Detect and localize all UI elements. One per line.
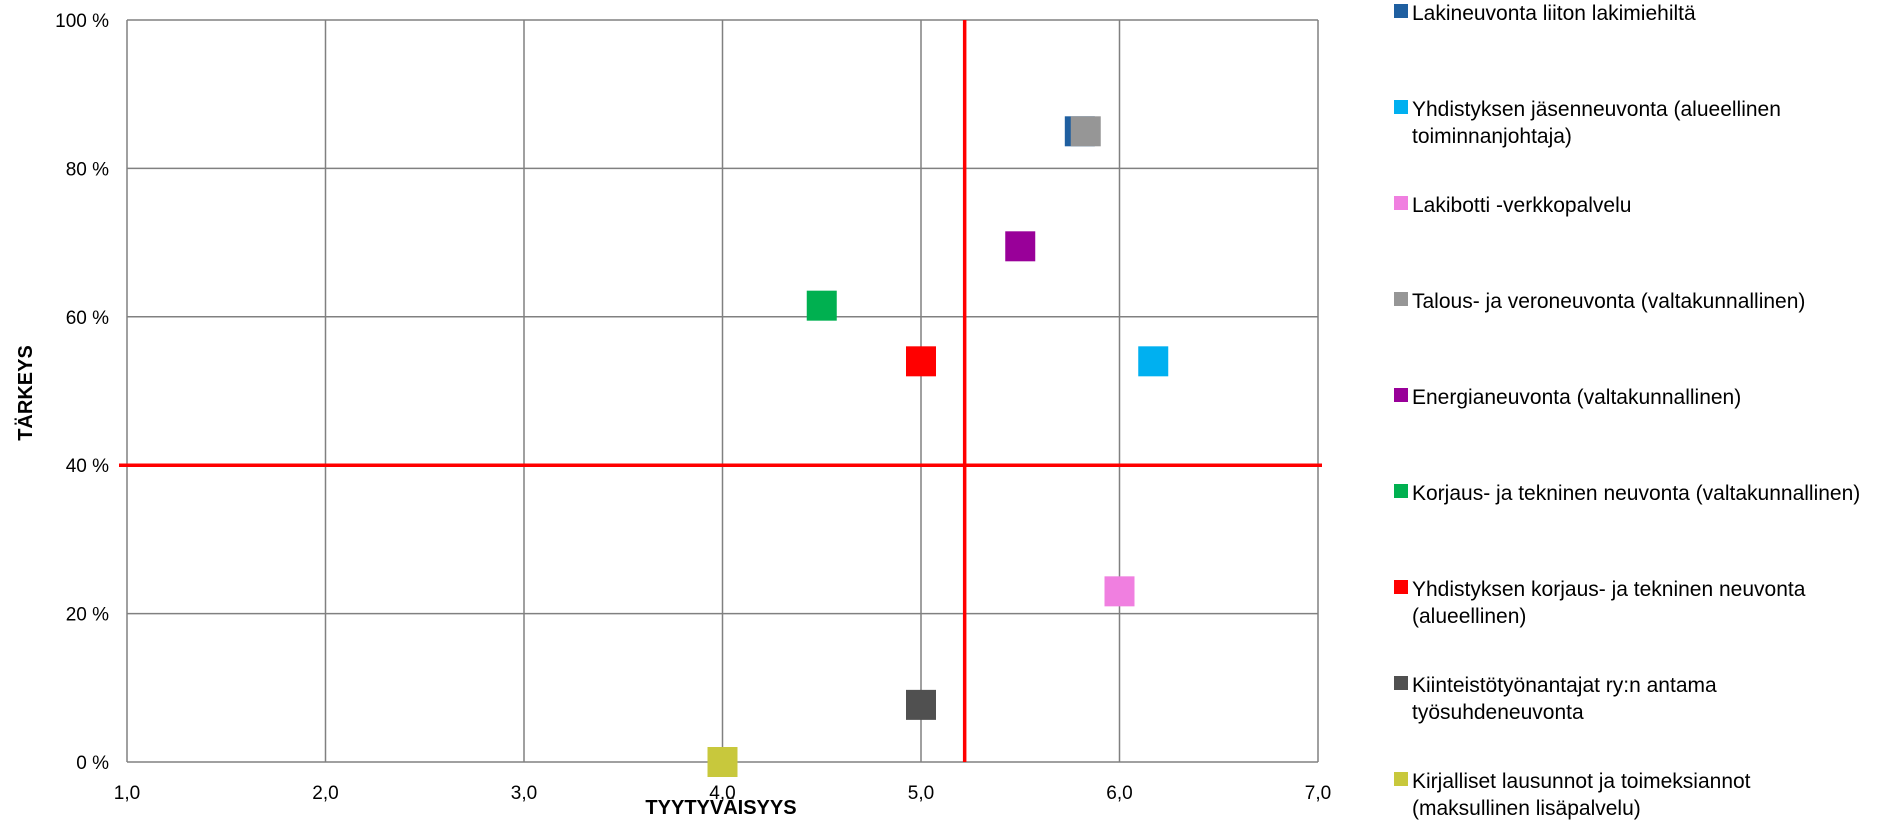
legend-swatch: [1394, 292, 1408, 306]
legend-swatch: [1394, 676, 1408, 690]
data-point-6: [806, 290, 837, 321]
legend-item-1: Lakineuvonta liiton lakimiehiltä: [1394, 0, 1872, 27]
y-tick-label: 0 %: [76, 753, 109, 774]
legend-label: Talous- ja veroneuvonta (valtakunnalline…: [1412, 290, 1806, 313]
legend-label: Energianeuvonta (valtakunnallinen): [1412, 386, 1742, 409]
legend-label: Yhdistyksen korjaus- ja tekninen neuvont…: [1412, 578, 1806, 628]
scatter-chart: 1,0 2,0 3,0 4,0 5,0 6,0 7,0 0 % 20 % 40 % 60 % 80 %…: [14, 11, 1331, 819]
legend-swatch: [1394, 388, 1408, 402]
y-tick-label: 80 %: [66, 159, 109, 180]
legend-item-6: Korjaus- ja tekninen neuvonta (valtakunn…: [1394, 480, 1872, 507]
legend-swatch: [1394, 772, 1408, 786]
legend-item-3: Lakibotti -verkkopalvelu: [1394, 192, 1872, 219]
data-point-9: [707, 747, 738, 777]
legend-swatch: [1394, 4, 1408, 18]
x-axis-title: TYYTYVÄISYYS: [645, 796, 796, 819]
legend-label: Lakineuvonta liiton lakimiehiltä: [1412, 2, 1696, 25]
data-point-5: [1005, 231, 1036, 262]
y-tick-label: 100 %: [55, 11, 109, 32]
legend-item-9: Kirjalliset lausunnot ja toimeksiannot (…: [1394, 768, 1872, 822]
legend-label: Yhdistyksen jäsenneuvonta (alueellinen t…: [1412, 98, 1781, 148]
legend-swatch: [1394, 100, 1408, 114]
tick-labels: 1,0 2,0 3,0 4,0 5,0 6,0 7,0 0 % 20 % 40 % 60 % 80 %…: [55, 11, 1331, 804]
legend-swatch: [1394, 484, 1408, 498]
data-point-8: [906, 689, 936, 720]
y-tick-label: 60 %: [66, 308, 109, 329]
grid: [126, 19, 1319, 763]
y-tick-label: 40 %: [66, 456, 109, 477]
data-point-3: [1104, 576, 1135, 607]
x-tick-label: 1,0: [114, 783, 140, 804]
data-points: [707, 116, 1169, 777]
reference-lines: [119, 20, 1322, 762]
legend-item-7: Yhdistyksen korjaus- ja tekninen neuvont…: [1394, 576, 1872, 630]
y-axis-title: TÄRKEYS: [14, 345, 37, 441]
y-tick-label: 20 %: [66, 605, 109, 626]
legend-label: Kirjalliset lausunnot ja toimeksiannot (…: [1412, 770, 1751, 820]
x-tick-label: 3,0: [511, 783, 537, 804]
x-tick-label: 2,0: [312, 783, 338, 804]
legend-swatch: [1394, 196, 1408, 210]
legend-swatch: [1394, 580, 1408, 594]
legend-item-2: Yhdistyksen jäsenneuvonta (alueellinen t…: [1394, 96, 1872, 150]
x-tick-label: 7,0: [1305, 783, 1331, 804]
x-tick-label: 6,0: [1106, 783, 1132, 804]
x-tick-label: 4,0: [709, 783, 735, 804]
legend-item-5: Energianeuvonta (valtakunnallinen): [1394, 384, 1872, 411]
data-point-2: [1138, 346, 1169, 377]
legend-item-8: Kiinteistötyönantajat ry:n antama työsuh…: [1394, 672, 1872, 726]
legend-label: Lakibotti -verkkopalvelu: [1412, 194, 1632, 217]
data-point-4: [1070, 116, 1101, 147]
x-tick-label: 5,0: [908, 783, 934, 804]
legend-item-4: Talous- ja veroneuvonta (valtakunnalline…: [1394, 288, 1872, 315]
legend-label: Kiinteistötyönantajat ry:n antama työsuh…: [1412, 674, 1717, 724]
data-point-7: [906, 346, 936, 377]
legend-label: Korjaus- ja tekninen neuvonta (valtakunn…: [1412, 482, 1861, 505]
